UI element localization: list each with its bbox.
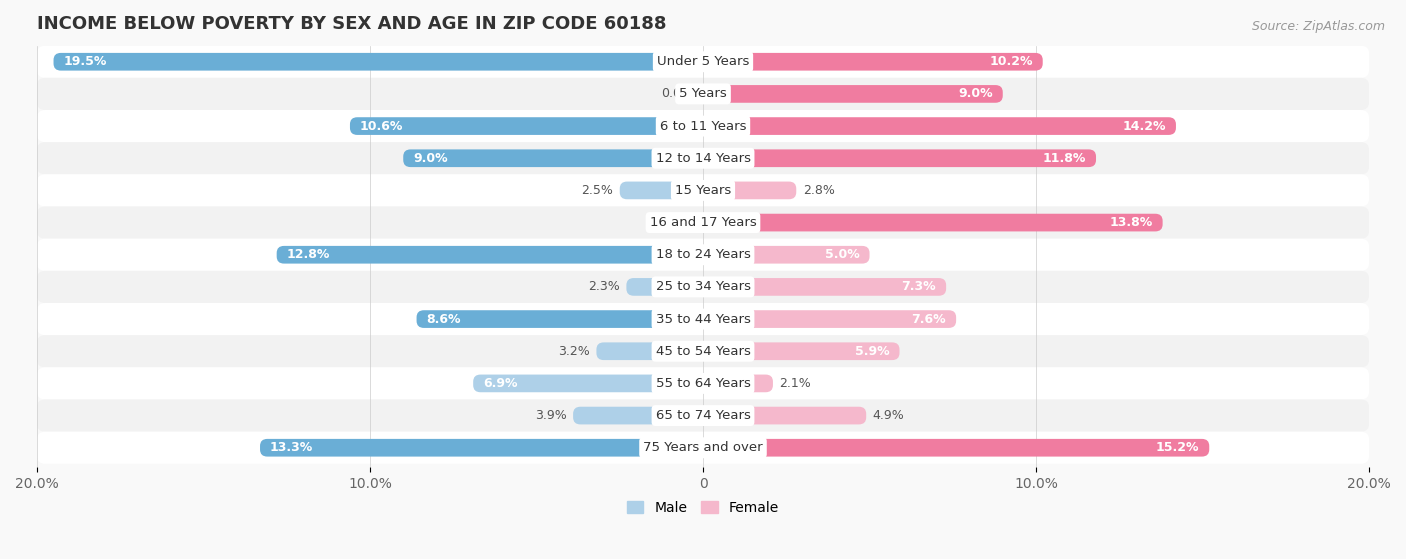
Text: 0.0%: 0.0% [661, 216, 693, 229]
Text: 16 and 17 Years: 16 and 17 Years [650, 216, 756, 229]
FancyBboxPatch shape [703, 375, 773, 392]
Text: 5.0%: 5.0% [825, 248, 859, 261]
FancyBboxPatch shape [703, 149, 1097, 167]
Text: 10.2%: 10.2% [990, 55, 1033, 68]
FancyBboxPatch shape [37, 206, 1369, 239]
Text: 2.3%: 2.3% [588, 281, 620, 293]
Text: 35 to 44 Years: 35 to 44 Years [655, 312, 751, 325]
Text: 9.0%: 9.0% [957, 87, 993, 101]
Text: 45 to 54 Years: 45 to 54 Years [655, 345, 751, 358]
FancyBboxPatch shape [37, 400, 1369, 432]
FancyBboxPatch shape [416, 310, 703, 328]
FancyBboxPatch shape [596, 343, 703, 360]
Text: 75 Years and over: 75 Years and over [643, 441, 763, 454]
FancyBboxPatch shape [37, 46, 1369, 78]
FancyBboxPatch shape [37, 271, 1369, 303]
FancyBboxPatch shape [703, 343, 900, 360]
Text: Under 5 Years: Under 5 Years [657, 55, 749, 68]
Text: 18 to 24 Years: 18 to 24 Years [655, 248, 751, 261]
Text: 65 to 74 Years: 65 to 74 Years [655, 409, 751, 422]
FancyBboxPatch shape [37, 110, 1369, 142]
Legend: Male, Female: Male, Female [627, 501, 779, 515]
Text: 2.8%: 2.8% [803, 184, 835, 197]
FancyBboxPatch shape [703, 182, 796, 199]
FancyBboxPatch shape [404, 149, 703, 167]
Text: 15.2%: 15.2% [1156, 441, 1199, 454]
FancyBboxPatch shape [350, 117, 703, 135]
FancyBboxPatch shape [574, 407, 703, 424]
FancyBboxPatch shape [37, 174, 1369, 206]
Text: 9.0%: 9.0% [413, 151, 449, 165]
FancyBboxPatch shape [37, 432, 1369, 464]
FancyBboxPatch shape [627, 278, 703, 296]
Text: 55 to 64 Years: 55 to 64 Years [655, 377, 751, 390]
Text: 12 to 14 Years: 12 to 14 Years [655, 151, 751, 165]
FancyBboxPatch shape [703, 53, 1043, 70]
FancyBboxPatch shape [703, 278, 946, 296]
FancyBboxPatch shape [703, 246, 869, 264]
Text: 3.9%: 3.9% [534, 409, 567, 422]
Text: 12.8%: 12.8% [287, 248, 330, 261]
FancyBboxPatch shape [53, 53, 703, 70]
Text: 7.6%: 7.6% [911, 312, 946, 325]
FancyBboxPatch shape [620, 182, 703, 199]
FancyBboxPatch shape [37, 367, 1369, 400]
Text: 2.5%: 2.5% [581, 184, 613, 197]
Text: 6 to 11 Years: 6 to 11 Years [659, 120, 747, 132]
Text: Source: ZipAtlas.com: Source: ZipAtlas.com [1251, 20, 1385, 32]
Text: 3.2%: 3.2% [558, 345, 589, 358]
Text: 15 Years: 15 Years [675, 184, 731, 197]
Text: 11.8%: 11.8% [1043, 151, 1085, 165]
Text: 13.3%: 13.3% [270, 441, 314, 454]
FancyBboxPatch shape [37, 239, 1369, 271]
Text: 8.6%: 8.6% [426, 312, 461, 325]
FancyBboxPatch shape [37, 142, 1369, 174]
FancyBboxPatch shape [277, 246, 703, 264]
Text: INCOME BELOW POVERTY BY SEX AND AGE IN ZIP CODE 60188: INCOME BELOW POVERTY BY SEX AND AGE IN Z… [37, 15, 666, 33]
FancyBboxPatch shape [37, 335, 1369, 367]
Text: 19.5%: 19.5% [63, 55, 107, 68]
FancyBboxPatch shape [474, 375, 703, 392]
FancyBboxPatch shape [703, 439, 1209, 457]
FancyBboxPatch shape [260, 439, 703, 457]
Text: 10.6%: 10.6% [360, 120, 404, 132]
Text: 6.9%: 6.9% [484, 377, 517, 390]
FancyBboxPatch shape [703, 310, 956, 328]
Text: 4.9%: 4.9% [873, 409, 904, 422]
FancyBboxPatch shape [703, 85, 1002, 103]
FancyBboxPatch shape [37, 78, 1369, 110]
Text: 13.8%: 13.8% [1109, 216, 1153, 229]
Text: 5 Years: 5 Years [679, 87, 727, 101]
Text: 5.9%: 5.9% [855, 345, 890, 358]
FancyBboxPatch shape [703, 117, 1175, 135]
Text: 25 to 34 Years: 25 to 34 Years [655, 281, 751, 293]
Text: 14.2%: 14.2% [1122, 120, 1166, 132]
Text: 0.0%: 0.0% [661, 87, 693, 101]
FancyBboxPatch shape [703, 214, 1163, 231]
Text: 2.1%: 2.1% [779, 377, 811, 390]
Text: 7.3%: 7.3% [901, 281, 936, 293]
FancyBboxPatch shape [703, 407, 866, 424]
FancyBboxPatch shape [37, 303, 1369, 335]
